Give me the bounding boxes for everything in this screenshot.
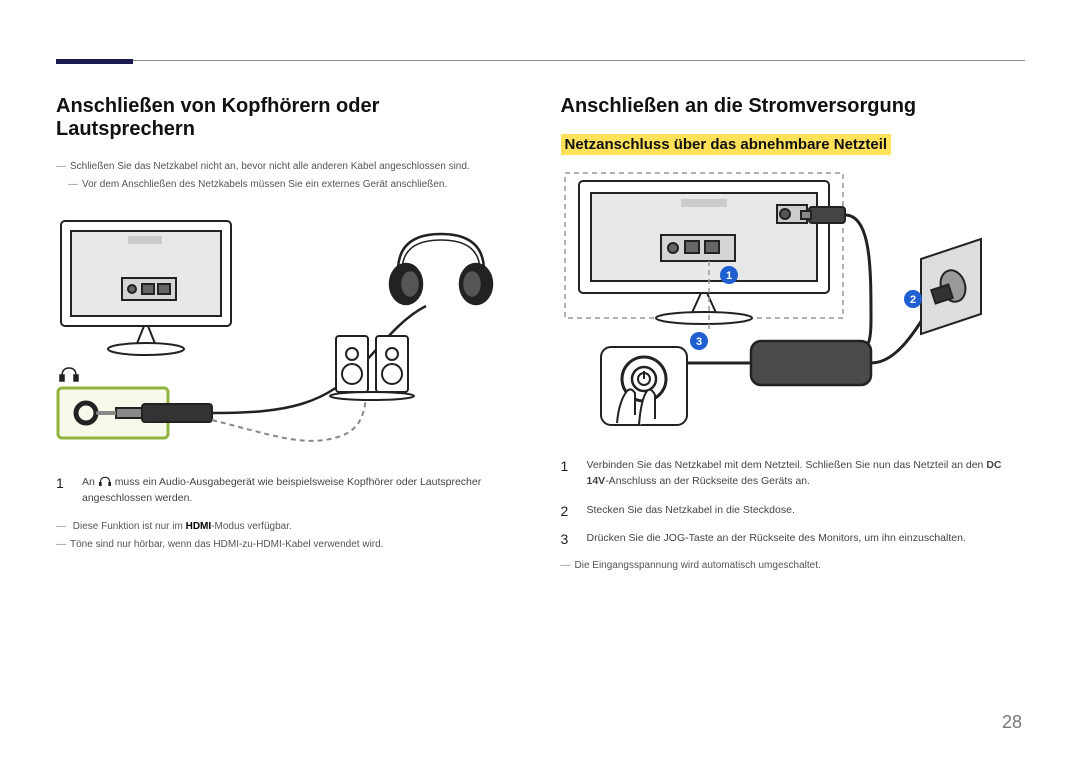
headphone-icon — [99, 476, 111, 488]
right-subheading: Netzanschluss über das abnehmbare Netzte… — [561, 136, 1026, 153]
svg-text:1: 1 — [725, 270, 731, 282]
page-number: 28 — [1002, 712, 1022, 733]
step1-pre: An — [82, 476, 95, 488]
left-note-1: Schließen Sie das Netzkabel nicht an, be… — [56, 159, 521, 174]
right-footnotes: Die Eingangsspannung wird automatisch um… — [561, 558, 1026, 573]
right-heading: Anschließen an die Stromversorgung — [561, 95, 1026, 118]
figure-power: 1 2 3 — [561, 169, 1021, 434]
left-steps: An muss ein Audio-Ausgabegerät wie beisp… — [56, 474, 521, 507]
left-note-2: Vor dem Anschließen des Netzkabels müsse… — [68, 177, 521, 192]
right-step-3: Drücken Sie die JOG-Taste an der Rücksei… — [561, 530, 1026, 546]
header-rule — [56, 60, 1025, 61]
left-step-1: An muss ein Audio-Ausgabegerät wie beisp… — [56, 474, 521, 507]
svg-text:2: 2 — [909, 294, 915, 306]
left-heading: Anschließen von Kopfhörern oder Lautspre… — [56, 95, 521, 141]
right-steps: Verbinden Sie das Netzkabel mit dem Netz… — [561, 457, 1026, 546]
right-column: Anschließen an die Stromversorgung Netza… — [561, 95, 1026, 576]
header-accent — [56, 59, 133, 64]
left-foot-2: Töne sind nur hörbar, wenn das HDMI-zu-H… — [56, 537, 521, 552]
left-footnotes: Diese Funktion ist nur im HDMI-Modus ver… — [56, 519, 521, 552]
page-content: Anschließen von Kopfhörern oder Lautspre… — [56, 95, 1025, 576]
right-foot: Die Eingangsspannung wird automatisch um… — [561, 558, 1026, 573]
left-column: Anschließen von Kopfhörern oder Lautspre… — [56, 95, 521, 576]
svg-text:3: 3 — [695, 336, 701, 348]
right-step-2: Stecken Sie das Netzkabel in die Steckdo… — [561, 502, 1026, 518]
step1-post: muss ein Audio-Ausgabegerät wie beispiel… — [82, 476, 481, 504]
left-foot-1: Diese Funktion ist nur im HDMI-Modus ver… — [56, 519, 521, 534]
figure-headphones — [56, 216, 516, 451]
right-step-1: Verbinden Sie das Netzkabel mit dem Netz… — [561, 457, 1026, 490]
